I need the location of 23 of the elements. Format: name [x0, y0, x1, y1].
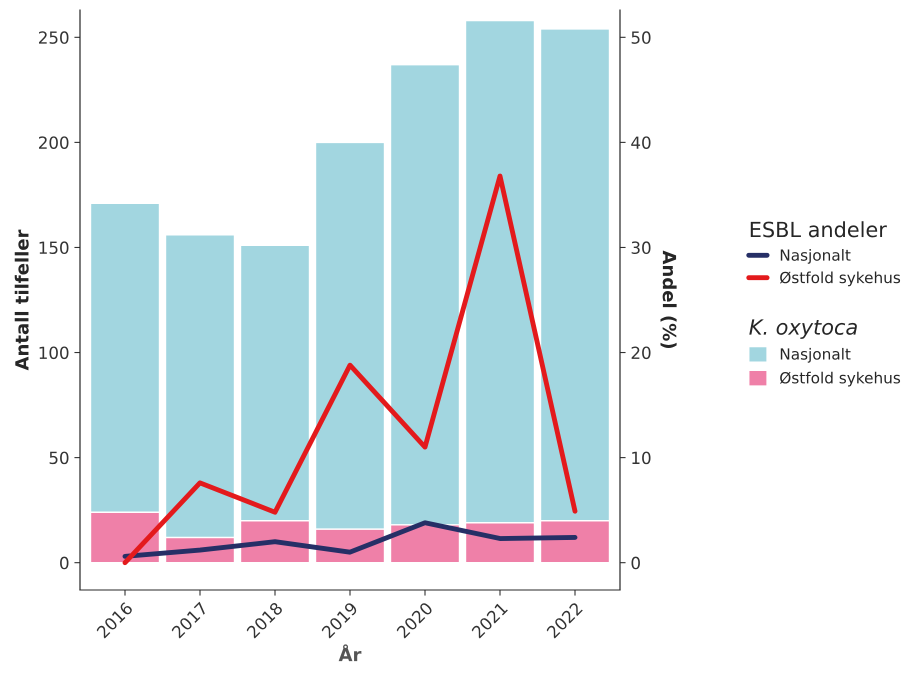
x-axis-title: År — [338, 644, 362, 662]
line-series — [122, 520, 578, 559]
y2-tick-label: 20 — [632, 346, 651, 360]
legend-label: Østfold sykehus — [780, 372, 900, 387]
y2-tick-label: 0 — [632, 556, 640, 570]
legend-label: Nasjonalt — [780, 348, 851, 363]
y2-tick-label: 40 — [631, 136, 651, 149]
y-tick-label: 150 — [40, 241, 68, 254]
y-tick-label: 200 — [38, 136, 68, 149]
y2-axis-title: Andel (%) — [660, 250, 677, 348]
y-tick-label: 250 — [38, 31, 68, 44]
y-axis-title: Antall tilfeller — [14, 230, 29, 370]
y-tick-label: 0 — [60, 556, 68, 570]
y2-tick-label: 50 — [632, 31, 651, 44]
y-tick-label: 100 — [40, 346, 68, 360]
y2-tick-label: 30 — [632, 241, 651, 254]
text: K. oxytoca — [749, 319, 857, 339]
line-series — [122, 174, 578, 566]
legend-label: Østfold sykehus — [780, 271, 900, 286]
legend-label: Nasjonalt — [780, 249, 851, 264]
y-tick-label: 50 — [50, 452, 68, 464]
y2-tick-label: 10 — [632, 452, 651, 464]
text: ESBL andeler — [750, 221, 887, 238]
